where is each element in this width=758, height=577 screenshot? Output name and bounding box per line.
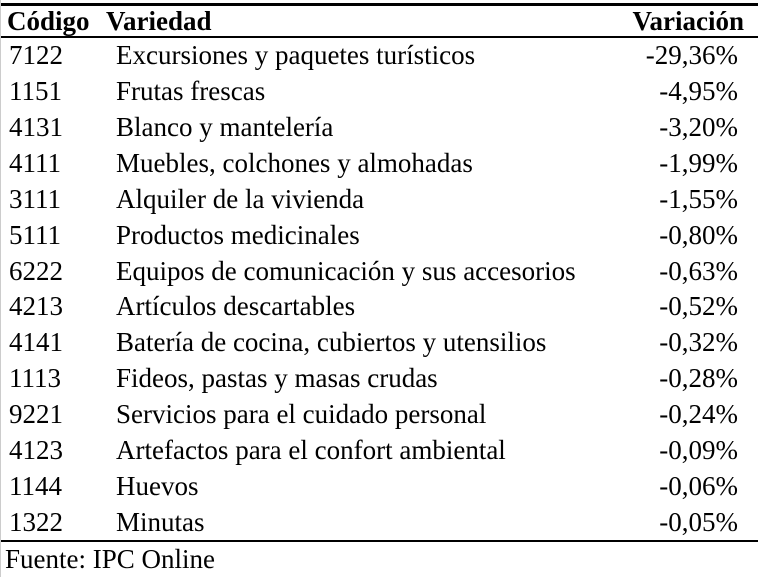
row-variacion: -1,99% [659,148,738,178]
table-row: 6222 Equipos de comunicación y sus acceso… [1,253,758,289]
row-variedad: Artefactos para el confort ambiental [116,434,506,465]
header-underline [1,36,758,38]
table-row: 4213 Artículos descartables -0,52% [1,289,758,325]
row-variedad: Equipos de comunicación y sus accesorios [116,255,576,286]
row-variedad: Alquiler de la vivienda [116,183,365,214]
header-codigo: Código [7,5,90,36]
header-variedad: Variedad [106,5,212,36]
row-codigo: 1113 [9,363,61,394]
row-codigo: 4131 [9,112,63,143]
row-variacion: -0,52% [659,291,738,322]
table-row: 4141 Batería de cocina, cubiertos y utens… [1,325,758,361]
table-body: 7122 Excursiones y paquetes turísticos -29… [1,38,758,540]
row-variedad: Productos medicinales [116,219,360,250]
row-variacion: -0,80% [659,219,738,250]
table-row: 1113 Fideos, pastas y masas crudas -0,28% [1,361,758,397]
row-variacion: -0,09% [659,434,738,465]
row-variedad: Excursiones y paquetes turísticos [116,40,476,71]
row-codigo: 9221 [9,399,63,430]
row-variacion: -0,24% [659,399,738,430]
table-row: 5111 Productos medicinales -0,80% [1,217,758,253]
row-variedad: Batería de cocina, cubiertos y utensilio… [116,327,547,358]
row-variedad: Servicios para el cuidado personal [116,399,487,430]
footer-topline [1,540,758,543]
row-codigo: 7122 [9,40,63,71]
row-variacion: -0,05% [659,506,738,537]
row-codigo: 1322 [9,506,63,537]
row-codigo: 4213 [9,291,63,322]
row-variacion: -3,20% [659,112,738,143]
row-codigo: 4111 [9,148,61,178]
row-variacion: -29,36% [645,40,738,71]
row-codigo: 6222 [9,255,63,286]
table-row: 4123 Artefactos para el confort ambiental… [1,432,758,468]
row-variacion: -0,32% [659,327,738,358]
table-row: 1322 Minutas -0,05% [1,504,758,540]
table-row: 3111 Alquiler de la vivienda -1,55% [1,181,758,217]
table-row: 4111 Muebles, colchones y almohadas -1,99% [1,146,758,182]
row-variacion: -0,63% [659,255,738,286]
row-variacion: -0,06% [659,470,738,501]
row-codigo: 4141 [9,327,63,358]
row-variedad: Fideos, pastas y masas crudas [116,363,438,394]
table-row: 9221 Servicios para el cuidado personal -0… [1,397,758,433]
row-codigo: 3111 [9,183,61,214]
row-variacion: -4,95% [659,76,738,107]
row-variedad: Minutas [116,506,205,537]
row-variacion: -0,28% [659,363,738,394]
table-row: 1151 Frutas frescas -4,95% [1,74,758,110]
row-codigo: 4123 [9,434,63,465]
table-row: 1144 Huevos -0,06% [1,468,758,504]
header-variacion: Variación [632,5,744,36]
table-row: 7122 Excursiones y paquetes turísticos -29… [1,38,758,74]
row-codigo: 5111 [9,219,61,250]
row-variedad: Frutas frescas [116,76,266,107]
row-variacion: -1,55% [659,183,738,214]
row-codigo: 1151 [9,76,62,107]
row-variedad: Muebles, colchones y almohadas [116,148,473,178]
table-top-border [1,3,758,6]
row-variedad: Artículos descartables [116,291,356,322]
row-codigo: 1144 [9,470,62,501]
source-row: Fuente: IPC Online [1,542,758,577]
table-row: 4131 Blanco y mantelería -3,20% [1,110,758,146]
source-text: Fuente: IPC Online [5,544,215,575]
table-header-row: Código Variedad Variación [1,6,758,36]
row-variedad: Blanco y mantelería [116,112,334,143]
row-variedad: Huevos [116,470,199,501]
